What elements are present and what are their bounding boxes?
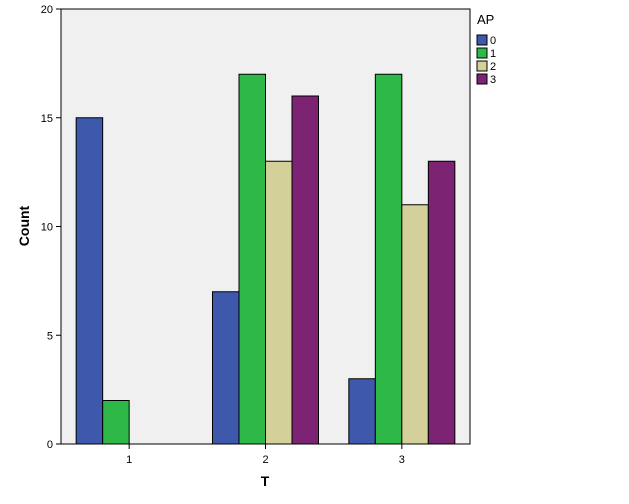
- y-tick-label: 20: [41, 4, 53, 16]
- x-tick-label: 2: [262, 454, 268, 466]
- y-tick-label: 15: [41, 113, 53, 125]
- legend-label-1: 1: [490, 48, 496, 60]
- legend-swatch-2: [476, 60, 488, 72]
- bar-2-1: [238, 73, 266, 445]
- bar-2-0: [212, 291, 240, 445]
- x-axis: 1 2 3: [126, 444, 405, 466]
- bar-1-1: [102, 400, 130, 445]
- y-tick-label: 0: [47, 439, 53, 451]
- legend-label-3: 3: [490, 74, 496, 86]
- bar-3-0: [348, 378, 376, 445]
- y-axis-title: Count: [16, 205, 32, 246]
- bar-3-2: [401, 204, 429, 445]
- bar-3-1: [374, 73, 403, 445]
- x-tick-label: 3: [399, 454, 405, 466]
- legend-swatch-1: [476, 47, 488, 59]
- bar-2-3: [291, 95, 319, 445]
- legend-swatch-3: [476, 73, 488, 85]
- bar-2-2: [265, 160, 293, 445]
- y-tick-label: 5: [47, 330, 53, 342]
- bar-1-0: [75, 117, 104, 445]
- x-tick-label: 1: [126, 454, 132, 466]
- y-tick-label: 10: [41, 222, 53, 234]
- x-axis-title: T: [261, 473, 270, 489]
- y-axis: 0 5 10 15 20: [41, 4, 61, 451]
- bar-3-3: [427, 160, 456, 445]
- legend-label-2: 2: [490, 61, 496, 73]
- bars: [75, 73, 456, 445]
- legend-label-0: 0: [490, 35, 496, 47]
- legend-title: AP: [477, 12, 494, 27]
- legend-swatch-0: [476, 34, 488, 46]
